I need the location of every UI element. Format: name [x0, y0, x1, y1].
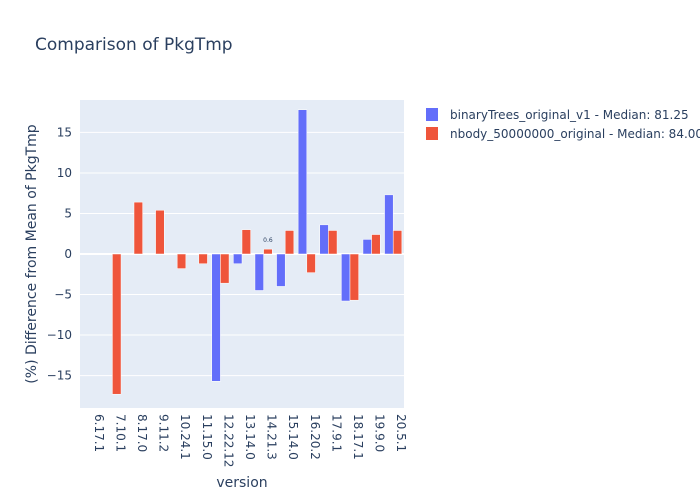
bar-nbody [220, 253, 230, 284]
bar-nbody [155, 209, 165, 255]
bar-binarytrees [276, 253, 286, 287]
bar-nbody [306, 253, 316, 273]
legend-swatch [426, 108, 438, 121]
legend-label: nbody_50000000_original - Median: 84.00 [450, 127, 700, 141]
x-tick-labels: 6.17.1 7.10.1 8.17.0 9.11.2 10.24.1 11.15.0 12… [92, 414, 408, 467]
x-tick-label: 9.11.2 [157, 414, 171, 452]
bar-nbody [284, 230, 295, 255]
bar-nbody [198, 253, 208, 264]
x-tick-label: 7.10.1 [113, 414, 127, 452]
annotations: 0.6 [263, 237, 273, 244]
chart-title: Comparison of PkgTmp [35, 35, 233, 55]
legend-label: binaryTrees_original_v1 - Median: 81.25 [450, 108, 689, 122]
x-tick-label: 19.9.0 [373, 414, 387, 452]
y-tick-label: −15 [47, 369, 72, 383]
bar-binarytrees [319, 224, 329, 255]
x-tick-label: 8.17.0 [135, 414, 149, 452]
bar-nbody [328, 230, 338, 255]
bar-value-label: 0.6 [263, 237, 273, 244]
x-tick-label: 15.14.0 [286, 414, 300, 460]
y-tick-label: −5 [54, 288, 72, 302]
bar-binarytrees [211, 253, 221, 382]
x-tick-label: 6.17.1 [92, 414, 106, 452]
bar-nbody [241, 229, 251, 255]
bar-binarytrees [254, 253, 264, 291]
y-tick-labels: −15 −10 −5 0 5 10 15 [47, 125, 72, 382]
x-tick-label: 16.20.2 [308, 414, 322, 460]
bar-binarytrees [362, 239, 372, 255]
bar-nbody [133, 201, 143, 255]
bar-binarytrees [297, 109, 308, 255]
x-tick-label: 14.21.3 [265, 414, 279, 460]
bar-nbody [112, 253, 122, 395]
x-tick-label: 11.15.0 [200, 414, 214, 460]
y-tick-label: 15 [57, 125, 72, 139]
x-tick-label: 10.24.1 [178, 414, 192, 460]
y-tick-label: 0 [64, 247, 72, 261]
y-tick-label: 10 [57, 166, 72, 180]
x-tick-label: 18.17.1 [351, 414, 365, 460]
bar-nbody [349, 253, 359, 301]
y-axis-title: (%) Difference from Mean of PkgTmp [24, 124, 40, 383]
bar-binarytrees [341, 253, 351, 302]
x-tick-label: 13.14.0 [243, 414, 257, 460]
legend-swatch [426, 127, 438, 140]
bar-nbody [371, 234, 381, 255]
bars [112, 109, 403, 395]
x-tick-label: 20.5.1 [394, 414, 408, 452]
bar-binarytrees [384, 194, 394, 255]
legend: binaryTrees_original_v1 - Median: 81.25 n… [426, 108, 700, 141]
x-axis-title: version [216, 475, 267, 491]
bar-nbody [176, 253, 187, 269]
y-tick-label: 5 [64, 206, 72, 220]
y-tick-label: −10 [47, 328, 72, 342]
x-tick-label: 12.22.12 [221, 414, 235, 467]
bar-binarytrees [233, 253, 243, 264]
bar-nbody [392, 230, 403, 255]
x-tick-label: 17.9.1 [329, 414, 343, 452]
bar-nbody [263, 248, 273, 255]
